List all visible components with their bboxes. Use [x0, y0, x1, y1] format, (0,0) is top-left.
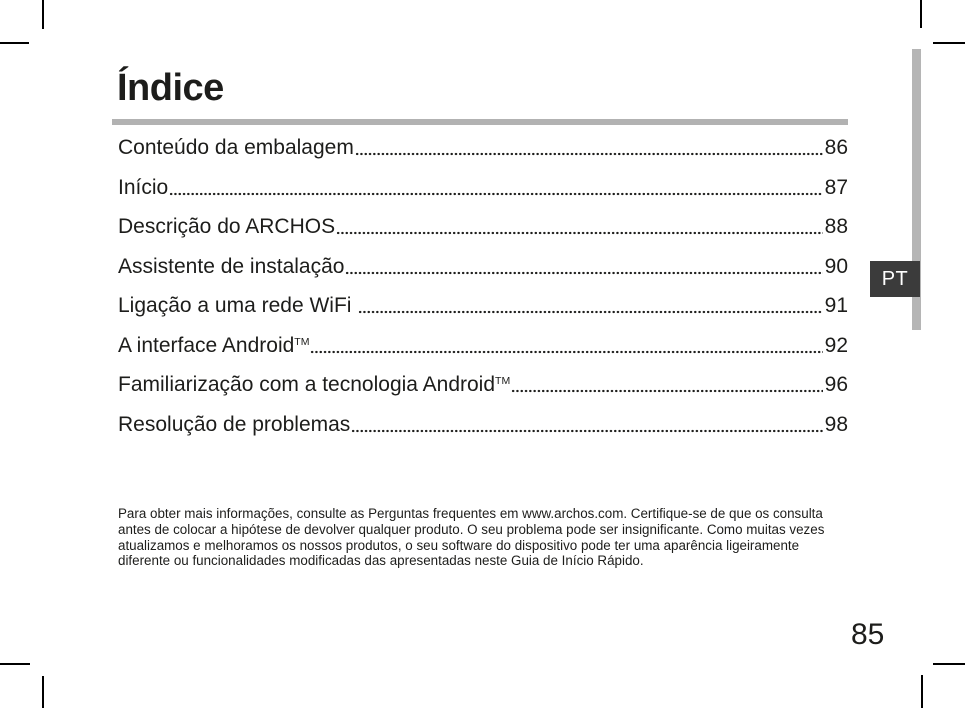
- crop-mark-top-right-vertical: [920, 0, 922, 28]
- toc-entry-label: Descrição do ARCHOS: [118, 215, 336, 238]
- toc-entry: Descrição do ARCHOS 88: [118, 207, 848, 247]
- toc-entry-label: Resolução de problemas: [118, 412, 351, 436]
- toc-dotted-leader: [310, 325, 823, 354]
- title-divider: [112, 119, 848, 125]
- toc-entry-superscript: TM: [294, 335, 310, 348]
- toc-entry-page-number: 92: [824, 333, 848, 357]
- crop-mark-top-right-horizontal: [933, 42, 965, 44]
- toc-entry-label: Conteúdo da embalagem: [118, 136, 354, 159]
- crop-mark-bottom-right-horizontal: [933, 663, 965, 665]
- toc-entry-page-number: 87: [824, 175, 848, 199]
- toc-dotted-leader: [358, 286, 823, 315]
- toc-entry: Conteúdo da embalagem 86: [118, 128, 848, 168]
- toc-entry: Início 87: [118, 167, 848, 208]
- crop-mark-bottom-right-vertical: [921, 675, 923, 708]
- toc-entry-page-number: 86: [824, 136, 848, 159]
- language-tab-pt: PT: [870, 261, 920, 297]
- toc-dotted-leader: [336, 207, 823, 236]
- toc-entry-page-number: 88: [824, 215, 848, 238]
- toc-dotted-leader: [345, 246, 823, 275]
- toc-dotted-leader: [511, 365, 823, 394]
- toc-dotted-leader: [169, 167, 823, 196]
- toc-entry-label: Assistente de instalação: [118, 254, 345, 278]
- footer-note: Para obter mais informações, consulte as…: [118, 506, 825, 569]
- page-number: 85: [851, 618, 885, 651]
- toc-entry-page-number: 96: [824, 373, 848, 396]
- toc-entry-page-number: 91: [824, 294, 848, 317]
- toc-dotted-leader: [354, 128, 823, 157]
- toc-entry-label: Familiarização com a tecnologia Android: [118, 373, 496, 396]
- toc-entry-label: Início: [118, 175, 169, 199]
- toc-entry: A interface Android TM 92: [118, 325, 848, 366]
- toc-entry-page-number: 90: [824, 254, 848, 278]
- crop-mark-top-left-horizontal: [0, 42, 29, 44]
- language-section-bar: [912, 49, 921, 330]
- toc-entry-label: A interface Android: [118, 333, 295, 357]
- crop-mark-bottom-left-vertical: [42, 676, 44, 708]
- toc-dotted-leader: [351, 404, 823, 433]
- crop-mark-top-left-vertical: [42, 0, 44, 29]
- toc-entry-page-number: 98: [824, 412, 848, 436]
- toc-entry: Ligação a uma rede WiFi 91: [118, 286, 848, 326]
- toc-entry: Assistente de instalação 90: [118, 246, 848, 287]
- toc-entry-superscript: TM: [495, 375, 511, 387]
- toc-entry: Familiarização com a tecnologia Android …: [118, 365, 848, 405]
- table-of-contents: Conteúdo da embalagem 86 Início 87 Descr…: [118, 128, 848, 444]
- crop-mark-bottom-left-horizontal: [0, 663, 30, 665]
- toc-entry-label: Ligação a uma rede WiFi: [118, 294, 358, 317]
- toc-entry: Resolução de problemas 98: [118, 404, 848, 445]
- page-title: Índice: [117, 67, 224, 109]
